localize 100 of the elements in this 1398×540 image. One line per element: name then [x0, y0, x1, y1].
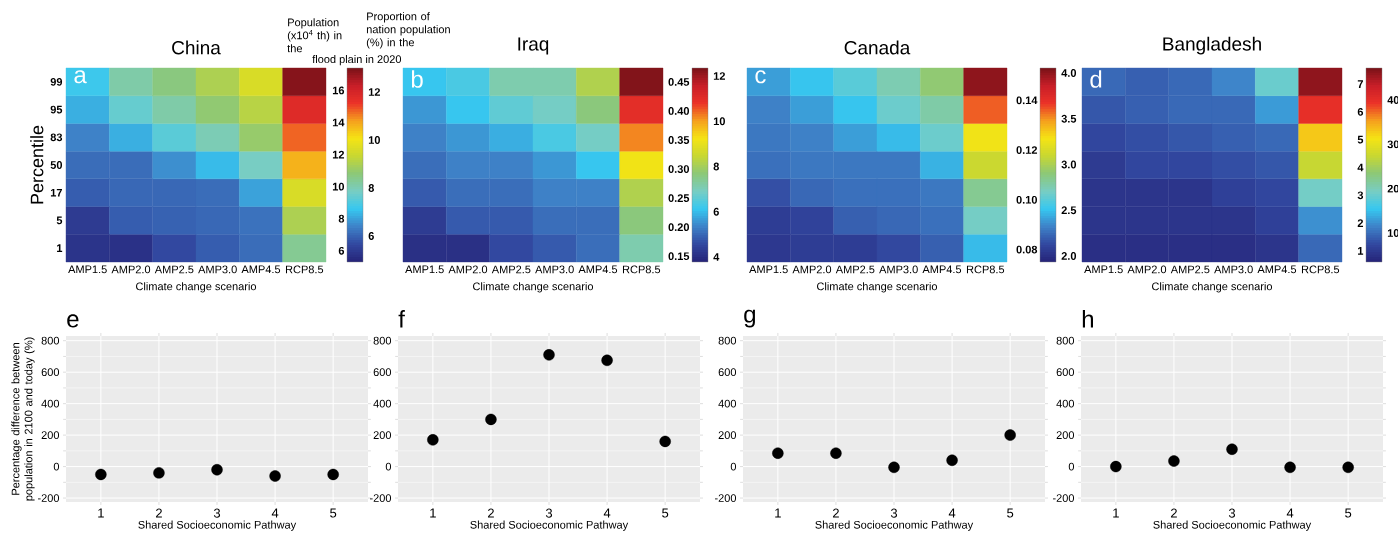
y-tick-label: 0 — [1068, 462, 1075, 471]
x-tick-label: AMP1.5 — [1084, 265, 1123, 274]
point — [601, 354, 613, 367]
y-tick-label: 400 — [718, 399, 737, 408]
y-tick-label: 600 — [373, 368, 392, 377]
point — [427, 434, 439, 446]
text: 3.0 — [1061, 160, 1077, 169]
y-tick-label: 800 — [41, 336, 60, 345]
y-tick-label: 50 — [50, 161, 63, 169]
x-tick-label: 3 — [890, 508, 898, 518]
x-tick-label: RCP8.5 — [966, 265, 1005, 274]
color-bar-label: 0.12 — [1016, 146, 1038, 154]
y-tick-label: 0 — [730, 462, 737, 471]
x-tick-label: AMP1.5 — [405, 265, 444, 274]
chart-title: Canada — [844, 40, 911, 55]
x-axis-title: Climate change scenario — [1152, 282, 1273, 293]
x-tick-label: AMP3.0 — [198, 265, 237, 274]
y-tick-label: 400 — [1056, 399, 1075, 408]
x-tick-label: 2 — [832, 508, 839, 518]
x-tick-label: 2 — [155, 508, 162, 518]
x-tick-label: AMP3.0 — [535, 265, 574, 274]
point — [946, 454, 958, 466]
y-tick-label: -200 — [714, 494, 737, 502]
x-tick-label: 1 — [775, 508, 781, 518]
color-bar-label: 0.45 — [668, 78, 690, 86]
y-axis-title: Percentile — [30, 125, 44, 204]
text: e — [67, 314, 79, 328]
point — [659, 435, 671, 448]
text: Proportion of nation population (%) in the — [366, 12, 450, 49]
color-bar-label: 0.25 — [668, 194, 690, 202]
y-tick-label: 200 — [41, 431, 60, 440]
x-tick-label: AMP1.5 — [749, 265, 788, 274]
x-tick-label: AMP3.0 — [1214, 265, 1253, 274]
color-bar-label: 8 — [338, 214, 345, 223]
y-tick-label: -200 — [37, 494, 60, 502]
y-tick-label: 600 — [41, 368, 60, 377]
x-tick-label: AMP4.5 — [578, 265, 618, 274]
x-tick-label: AMP2.5 — [154, 265, 194, 274]
text: 4 — [713, 253, 720, 261]
text: 40 — [1387, 96, 1398, 104]
color-bar-label: 1 — [1358, 247, 1364, 255]
x-tick-label: AMP2.5 — [1170, 265, 1210, 274]
annotation: d — [1090, 70, 1102, 88]
x-tick-label: AMP2.0 — [448, 265, 488, 274]
y-tick-label: 800 — [373, 336, 392, 345]
x-axis-title: Climate change scenario — [473, 282, 594, 293]
color-bar-label: 6 — [1357, 108, 1364, 116]
y-tick-label: 600 — [718, 368, 737, 377]
x-tick-label: AMP4.5 — [922, 265, 962, 274]
point — [1110, 460, 1122, 473]
y-tick-label: 17 — [50, 188, 62, 197]
y-tick-label: 400 — [41, 399, 60, 408]
x-tick-label: AMP3.0 — [879, 265, 918, 274]
x-tick-label: 3 — [1228, 508, 1236, 518]
text: g — [744, 309, 755, 328]
x-tick-label: AMP2.5 — [491, 265, 531, 274]
x-tick-label: AMP4.5 — [1257, 265, 1297, 274]
y-tick-label: 800 — [718, 336, 737, 345]
point — [1004, 429, 1016, 441]
text: 12 — [713, 72, 725, 80]
point — [830, 447, 842, 459]
y-tick-label: 200 — [373, 431, 392, 440]
point — [1226, 443, 1238, 455]
x-tick-label: 4 — [948, 508, 956, 518]
text: 6 — [713, 207, 719, 216]
x-tick-label: 4 — [271, 508, 279, 518]
color-bar-label: 5 — [1357, 135, 1364, 144]
x-tick-label: RCP8.5 — [1301, 265, 1340, 274]
x-tick-label: 5 — [1345, 508, 1352, 518]
chart-title: Bangladesh — [1163, 36, 1261, 55]
color-bar-label: 12 — [332, 150, 345, 159]
annotation: b — [411, 70, 423, 88]
x-tick-label: 2 — [1170, 508, 1177, 518]
y-tick-label: -200 — [1052, 494, 1075, 502]
color-bar-label: 0.10 — [1016, 195, 1038, 204]
text: 30 — [1387, 140, 1398, 149]
x-tick-label: 5 — [330, 508, 337, 518]
point — [1342, 461, 1354, 474]
point — [1284, 461, 1296, 474]
color-bar-label: 6 — [338, 246, 345, 255]
y-tick-label: 200 — [1056, 431, 1075, 440]
y-tick-label: 1 — [57, 244, 63, 252]
color-bar-label: 10 — [332, 182, 345, 191]
x-axis-title: Climate change scenario — [817, 282, 938, 293]
color-bar-label: 2 — [1357, 219, 1364, 227]
text: 10 — [1387, 229, 1398, 237]
color-bar-label: 16 — [332, 86, 345, 95]
y-tick-label: -200 — [369, 494, 392, 502]
color-bar-label: 0.14 — [1016, 96, 1038, 105]
text: flood plain in 2020 — [312, 55, 402, 66]
text: 6 — [368, 232, 374, 240]
color-bar-label: 14 — [332, 118, 345, 127]
x-tick-label: 3 — [545, 508, 553, 518]
text: 2.0 — [1061, 252, 1077, 260]
x-tick-label: 4 — [603, 508, 611, 518]
y-axis-title: Percentage difference between population in 2100 and today (%) — [11, 337, 35, 501]
text: 4.0 — [1061, 69, 1077, 77]
x-tick-label: 1 — [1113, 508, 1119, 518]
x-tick-label: 1 — [98, 508, 104, 518]
x-tick-label: 1 — [430, 508, 436, 518]
